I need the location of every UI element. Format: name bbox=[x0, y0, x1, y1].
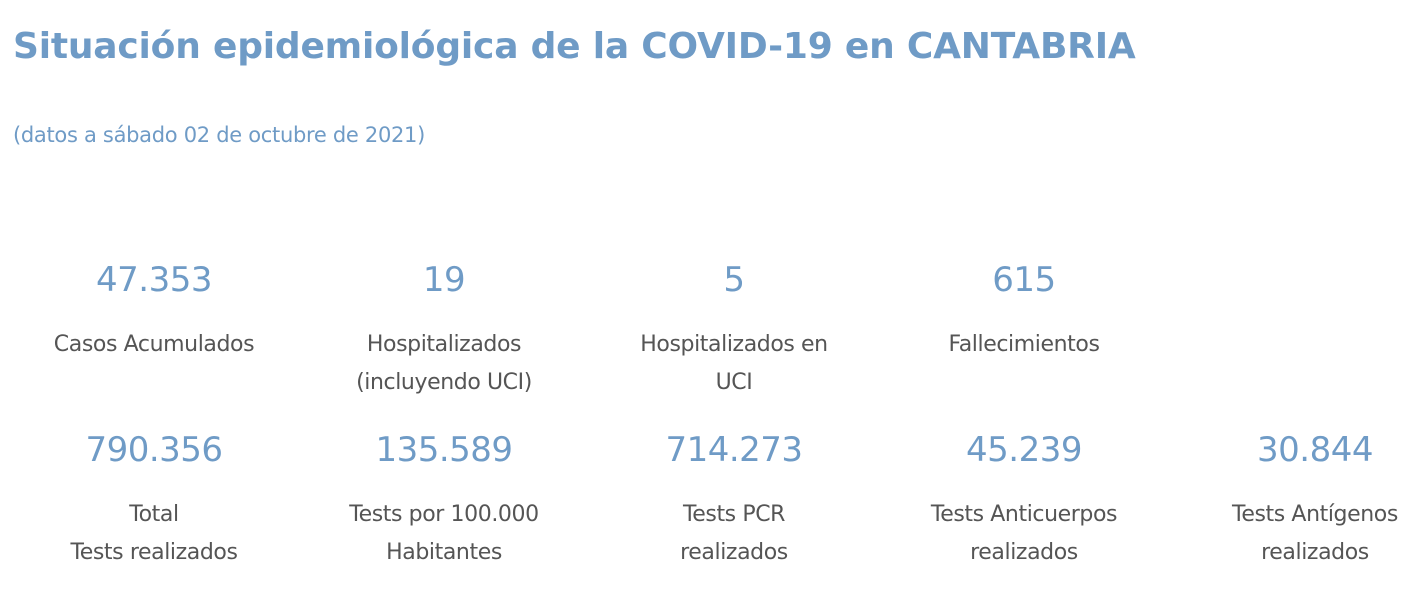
stat-value: 47.353 bbox=[96, 260, 212, 300]
stat-tests-anticuerpos: 45.239 Tests Anticuerpos realizados bbox=[889, 430, 1159, 572]
stat-label-line: Hospitalizados bbox=[366, 332, 522, 357]
page-title: Situación epidemiológica de la COVID-19 … bbox=[13, 26, 1136, 67]
stat-hospitalizados-uci: 5 Hospitalizados en UCI bbox=[599, 260, 869, 402]
stat-value: 135.589 bbox=[375, 430, 513, 470]
stat-label-line: realizados bbox=[1261, 540, 1369, 565]
stat-value: 714.273 bbox=[665, 430, 803, 470]
stat-label: Tests PCR realizados bbox=[599, 496, 869, 572]
stat-label-line: Hospitalizados en bbox=[640, 332, 828, 357]
data-date-subtitle: (datos a sábado 02 de octubre de 2021) bbox=[13, 123, 426, 147]
stat-tests-antigenos: 30.844 Tests Antígenos realizados bbox=[1180, 430, 1426, 572]
stat-label-line: Tests por 100.000 bbox=[349, 502, 539, 527]
stat-label-line: UCI bbox=[715, 370, 753, 395]
stat-label-line: Habitantes bbox=[386, 540, 502, 565]
stat-label-line: Casos Acumulados bbox=[53, 332, 255, 357]
stat-label-line: Tests PCR bbox=[682, 502, 786, 527]
stat-fallecimientos: 615 Fallecimientos bbox=[889, 260, 1159, 364]
stat-label: Hospitalizados (incluyendo UCI) bbox=[309, 326, 579, 402]
stat-total-tests: 790.356 Total Tests realizados bbox=[19, 430, 289, 572]
stat-label-line: realizados bbox=[970, 540, 1078, 565]
stat-casos-acumulados: 47.353 Casos Acumulados bbox=[19, 260, 289, 364]
stat-label-line: realizados bbox=[680, 540, 788, 565]
stat-label: Fallecimientos bbox=[889, 326, 1159, 364]
stat-label: Tests Anticuerpos realizados bbox=[889, 496, 1159, 572]
stat-hospitalizados: 19 Hospitalizados (incluyendo UCI) bbox=[309, 260, 579, 402]
stat-value: 30.844 bbox=[1257, 430, 1373, 470]
stat-label: Casos Acumulados bbox=[19, 326, 289, 364]
stat-value: 5 bbox=[723, 260, 745, 300]
stat-label-line: (incluyendo UCI) bbox=[356, 370, 532, 395]
stat-value: 615 bbox=[992, 260, 1056, 300]
stat-label-line: Tests Anticuerpos bbox=[930, 502, 1118, 527]
stat-label-line: Fallecimientos bbox=[948, 332, 1100, 357]
stat-label-line: Tests realizados bbox=[70, 540, 238, 565]
stat-label-line: Total bbox=[129, 502, 179, 527]
stat-label: Tests por 100.000 Habitantes bbox=[309, 496, 579, 572]
stat-value: 790.356 bbox=[85, 430, 223, 470]
stat-label: Total Tests realizados bbox=[19, 496, 289, 572]
stat-tests-pcr: 714.273 Tests PCR realizados bbox=[599, 430, 869, 572]
stat-value: 19 bbox=[422, 260, 466, 300]
stat-value: 45.239 bbox=[966, 430, 1082, 470]
stat-label-line: Tests Antígenos bbox=[1232, 502, 1398, 527]
stat-label: Hospitalizados en UCI bbox=[599, 326, 869, 402]
stat-label: Tests Antígenos realizados bbox=[1180, 496, 1426, 572]
stat-tests-por-100000: 135.589 Tests por 100.000 Habitantes bbox=[309, 430, 579, 572]
